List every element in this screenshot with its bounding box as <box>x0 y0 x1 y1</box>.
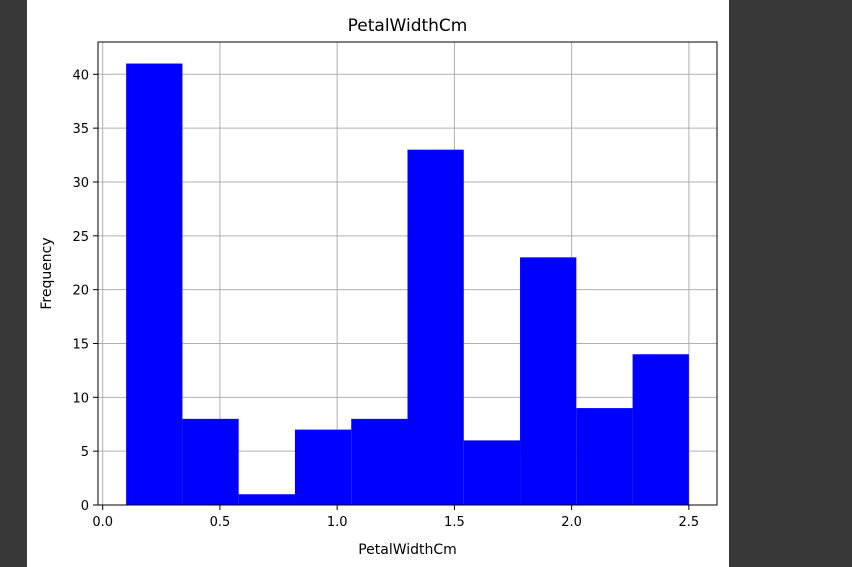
ticks-layer: 0.0 0.5 1.0 1.5 2.0 2.5 0 5 10 15 20 25 30 35 40 <box>72 68 699 530</box>
x-tick-label: 1.0 <box>327 515 348 530</box>
bars-layer <box>126 63 689 506</box>
histogram-chart: 0.0 0.5 1.0 1.5 2.0 2.5 0 5 10 15 20 25 30 35 40 Petal… <box>39 16 718 558</box>
x-tick-label: 2.0 <box>561 515 582 530</box>
y-tick-label: 15 <box>72 337 89 352</box>
histogram-bar <box>407 149 464 505</box>
histogram-bar <box>126 63 183 506</box>
histogram-bar <box>294 429 352 505</box>
histogram-bar <box>182 418 239 505</box>
y-tick-label: 0 <box>81 499 89 514</box>
y-tick-label: 40 <box>72 68 89 83</box>
x-tick-label: 0.0 <box>92 515 113 530</box>
histogram-bar <box>238 494 295 505</box>
x-axis-label: PetalWidthCm <box>358 542 457 558</box>
figure-canvas: 0.0 0.5 1.0 1.5 2.0 2.5 0 5 10 15 20 25 30 35 40 Petal… <box>27 0 729 567</box>
x-tick-label: 0.5 <box>210 515 231 530</box>
y-tick-label: 30 <box>72 176 89 191</box>
x-tick-label: 1.5 <box>444 515 465 530</box>
y-tick-label: 5 <box>81 445 89 460</box>
histogram-bar <box>463 440 521 505</box>
y-tick-label: 35 <box>72 122 89 137</box>
y-tick-label: 25 <box>72 230 89 245</box>
histogram-bar <box>351 418 408 505</box>
histogram-bar <box>576 408 633 505</box>
chart-title: PetalWidthCm <box>348 16 468 36</box>
histogram-bar <box>520 257 577 505</box>
x-tick-label: 2.5 <box>679 515 700 530</box>
y-axis-label: Frequency <box>39 237 55 309</box>
y-tick-label: 10 <box>72 391 89 406</box>
y-tick-label: 20 <box>72 284 89 299</box>
axes-frame <box>97 41 718 506</box>
histogram-bar <box>632 354 689 505</box>
